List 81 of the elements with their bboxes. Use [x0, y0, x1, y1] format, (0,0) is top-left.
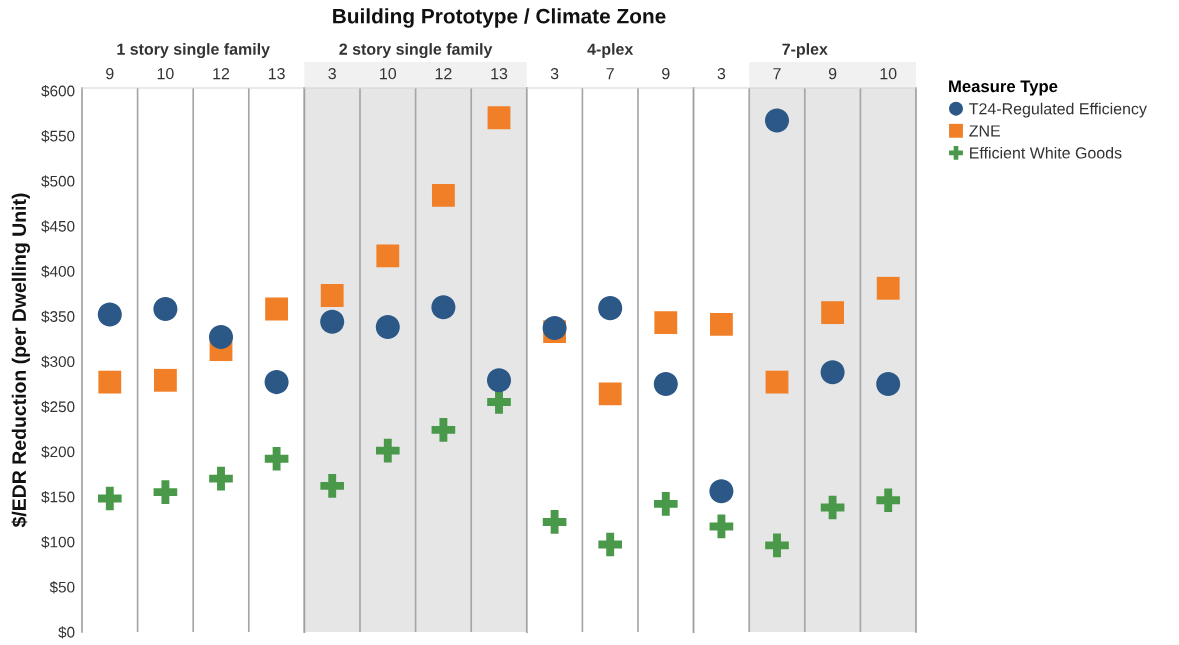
point: [820, 360, 845, 385]
y-tick-label: $450: [41, 220, 75, 233]
text: Building Prototype / Climate Zone: [333, 8, 666, 28]
x-tick-label: 13: [268, 67, 285, 80]
point: [876, 488, 901, 513]
y-tick-label: $150: [41, 490, 75, 504]
point: [97, 302, 122, 327]
point: [486, 368, 512, 393]
point: [376, 244, 400, 268]
x-tick-label: 9: [828, 67, 837, 80]
point: [765, 370, 789, 394]
point: [153, 480, 178, 504]
y-tick-label: $400: [41, 265, 75, 278]
point: [653, 492, 678, 516]
point: [98, 370, 122, 394]
x-tick-label: 10: [880, 67, 897, 80]
point: [320, 284, 344, 307]
point: [431, 418, 456, 442]
y-tick-label: $250: [41, 400, 75, 414]
point: [598, 532, 623, 557]
y-tick-label: $550: [41, 130, 75, 143]
point: [876, 371, 901, 396]
point: [542, 510, 567, 534]
y-tick-label: $0: [58, 626, 75, 639]
x-tick-label: 9: [662, 67, 670, 80]
point: [320, 474, 345, 498]
point: [598, 382, 622, 406]
point: [653, 371, 678, 396]
chart-title: 7-plex: [782, 43, 828, 58]
point: [876, 276, 900, 300]
point: [375, 315, 400, 340]
point: [764, 108, 790, 133]
point: [598, 296, 623, 321]
chart-title: 2 story single family: [339, 43, 493, 59]
point: [431, 183, 455, 207]
y-tick-label: $500: [41, 175, 75, 188]
x-tick-label: 12: [213, 67, 230, 80]
x-tick-label: 3: [550, 67, 559, 80]
point: [487, 106, 511, 130]
x-tick-label: 7: [606, 68, 614, 80]
point: [487, 390, 511, 414]
point: [431, 295, 456, 320]
point: [153, 368, 177, 392]
point: [709, 479, 734, 504]
point: [265, 297, 289, 321]
chart-title: 1 story single family: [117, 43, 270, 59]
legend-label: T24-Regulated Efficiency: [969, 102, 1147, 118]
legend-label: ZNE: [969, 125, 1001, 137]
y-tick-label: $600: [41, 84, 75, 98]
point: [654, 311, 678, 334]
point: [208, 324, 234, 350]
point: [375, 438, 400, 463]
point: [320, 309, 345, 334]
point: [542, 315, 567, 340]
point: [209, 466, 233, 491]
x-tick-label: 3: [717, 67, 726, 80]
point: [153, 297, 178, 322]
point: [264, 370, 289, 395]
point: [709, 514, 734, 539]
y-tick-label: $300: [41, 355, 75, 368]
legend-title: Measure Type: [949, 80, 1058, 96]
y-tick-label: $100: [41, 536, 75, 549]
x-tick-label: 10: [157, 67, 174, 80]
point: [264, 446, 289, 471]
x-tick-label: 10: [380, 67, 397, 80]
chart-title: 4-plex: [587, 43, 634, 58]
x-tick-label: 9: [106, 67, 114, 80]
x-tick-label: 3: [328, 67, 336, 80]
point: [820, 495, 845, 520]
y-tick-label: $350: [41, 310, 75, 323]
y-tick-label: $50: [49, 581, 75, 594]
point: [709, 312, 733, 336]
point: [97, 486, 122, 511]
y-tick-label: $200: [41, 445, 75, 459]
x-tick-label: 13: [491, 67, 508, 80]
legend-label: Efficient White Goods: [970, 146, 1122, 159]
point: [765, 533, 789, 558]
point: [821, 301, 845, 325]
x-tick-label: 7: [773, 68, 781, 80]
x-tick-label: 12: [435, 67, 452, 80]
y-axis-title: $/EDR Reduction (per Dwelling Unit): [11, 193, 30, 528]
